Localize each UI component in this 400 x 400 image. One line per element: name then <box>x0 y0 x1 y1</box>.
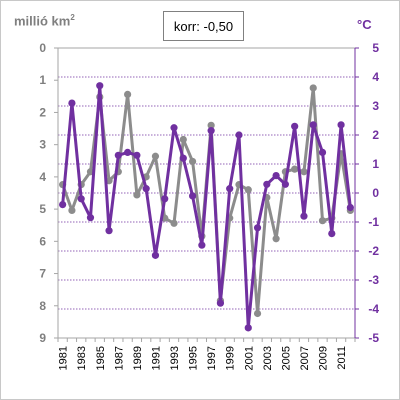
left-tick-label: 9 <box>39 331 46 345</box>
left-tick-label: 8 <box>39 299 46 313</box>
point-left <box>253 309 262 318</box>
point-right <box>105 227 113 235</box>
left-tick-label: 7 <box>39 267 46 281</box>
right-tick-label: 2 <box>372 128 379 142</box>
point-left <box>133 191 141 199</box>
point-left <box>68 206 76 214</box>
left-tick-label: 1 <box>39 73 46 87</box>
point-right <box>114 151 122 159</box>
point-left <box>244 186 252 194</box>
axis-layer <box>54 47 359 342</box>
right-tick-label: -5 <box>368 331 379 345</box>
x-tick-label: 1981 <box>58 346 70 370</box>
point-right <box>226 185 234 193</box>
point-right <box>161 195 169 203</box>
point-left <box>309 84 317 92</box>
point-right <box>253 224 262 232</box>
x-tick-label: 2001 <box>243 346 255 370</box>
point-right <box>207 127 215 135</box>
point-left <box>272 235 280 243</box>
x-tick-label: 1989 <box>132 346 144 370</box>
right-tick-label: -3 <box>368 273 379 287</box>
x-tick-label: 1985 <box>95 346 107 370</box>
x-tick-label: 1991 <box>150 346 162 370</box>
x-tick-label: 1983 <box>76 346 88 370</box>
left-tick-label: 0 <box>39 41 46 55</box>
series-line-right <box>61 84 352 330</box>
left-axis-unit-sup: 2 <box>70 13 75 22</box>
right-tick-label: -2 <box>368 244 379 258</box>
point-right <box>133 151 141 159</box>
right-tick-label: 4 <box>372 70 379 84</box>
point-right <box>59 201 67 209</box>
right-tick-label: 0 <box>372 186 379 200</box>
x-tick-label: 1993 <box>169 346 181 370</box>
x-tick-label: 1987 <box>113 346 125 370</box>
x-tick-label: 1999 <box>225 346 237 370</box>
x-tick-label: 2007 <box>299 346 311 370</box>
point-left <box>124 90 132 98</box>
point-right <box>244 324 252 332</box>
right-tick-label: 1 <box>372 157 379 171</box>
series-layer <box>59 82 354 332</box>
x-tick-label: 2009 <box>318 346 330 370</box>
point-left <box>291 165 299 173</box>
point-right <box>179 154 187 162</box>
point-left <box>179 135 187 144</box>
point-left <box>318 217 327 225</box>
right-tick-label: -4 <box>368 302 379 316</box>
point-right <box>309 121 317 129</box>
point-right <box>142 185 150 193</box>
point-right <box>96 82 104 90</box>
right-tick-label: 3 <box>372 99 379 113</box>
x-tick-label: 2005 <box>280 346 292 370</box>
point-left <box>300 168 308 176</box>
point-right <box>318 148 327 156</box>
right-tick-label: 5 <box>372 41 379 55</box>
x-tick-label: 2003 <box>262 346 274 370</box>
left-tick-label: 3 <box>39 138 46 152</box>
point-left <box>188 157 197 166</box>
point-right <box>151 251 160 259</box>
point-right <box>263 180 271 188</box>
point-right <box>188 192 197 200</box>
x-tick-label: 1997 <box>206 346 218 370</box>
left-axis-unit-text: millió km <box>14 13 71 29</box>
left-tick-label: 5 <box>39 202 46 216</box>
tick-layer: 0 1 2 3 4 5 6 7 8 9 5 4 3 2 1 0 -1 -2 -3 -4 -5 1981 1983 1985 19… <box>39 41 379 370</box>
point-right <box>235 131 243 139</box>
point-right <box>216 299 225 307</box>
point-right <box>328 230 336 238</box>
x-tick-label: 2011 <box>336 346 348 370</box>
point-left <box>151 152 160 160</box>
point-right <box>77 195 85 203</box>
point-right <box>170 124 178 132</box>
left-axis-unit: millió km2 <box>14 13 75 28</box>
point-right <box>86 214 95 222</box>
point-right <box>124 148 132 156</box>
left-tick-label: 4 <box>39 170 46 184</box>
x-tick-label: 1995 <box>188 346 200 370</box>
point-right <box>281 180 289 188</box>
left-tick-label: 2 <box>39 105 46 119</box>
right-tick-label: -1 <box>368 215 379 229</box>
point-right <box>346 203 354 212</box>
point-right <box>198 241 206 249</box>
point-left <box>207 121 215 129</box>
right-axis-unit: °C <box>357 17 372 32</box>
left-tick-label: 6 <box>39 234 46 248</box>
point-right <box>291 122 299 130</box>
correlation-label: korr: -0,50 <box>173 18 234 34</box>
point-left <box>170 219 178 227</box>
point-right <box>68 99 76 107</box>
correlation-box: korr: -0,50 <box>163 11 244 41</box>
point-right <box>300 212 308 220</box>
point-right <box>272 172 280 180</box>
point-right <box>337 121 345 129</box>
